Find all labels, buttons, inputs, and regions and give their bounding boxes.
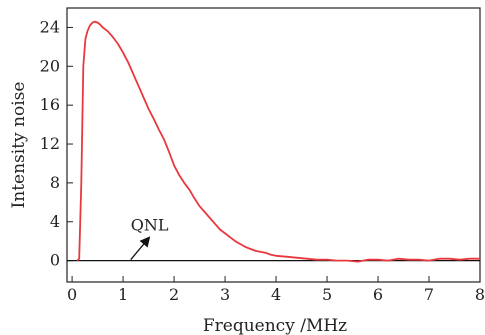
x-tick-label: 0: [67, 285, 77, 304]
y-tick-label: 12: [40, 134, 60, 153]
noise-spectrum-line: [76, 20, 480, 263]
x-tick-label: 8: [475, 285, 485, 304]
y-tick-label: 20: [40, 56, 60, 75]
y-tick-label: 16: [40, 95, 60, 114]
qnl-arrow: [130, 236, 151, 261]
y-tick-label: 0: [50, 251, 60, 270]
x-tick-label: 3: [220, 285, 230, 304]
qnl-label: QNL: [131, 215, 169, 234]
x-tick-label: 1: [118, 285, 128, 304]
y-tick-label: 24: [40, 17, 60, 36]
series-layer: [76, 20, 480, 263]
annotation-layer: QNL: [130, 215, 169, 261]
y-axis-ticks: 0 4 8 12 16 20 24: [40, 17, 73, 270]
x-tick-label: 4: [271, 285, 281, 304]
x-tick-label: 6: [373, 285, 383, 304]
y-tick-label: 4: [50, 212, 60, 231]
x-axis-ticks: 0 1 2 3 4 5 6 7 8: [67, 276, 485, 304]
plot-frame: [66, 7, 481, 283]
x-tick-label: 7: [424, 285, 434, 304]
y-axis-title: Intensity noise: [9, 82, 29, 209]
x-tick-label: 2: [169, 285, 179, 304]
x-tick-label: 5: [322, 285, 332, 304]
y-tick-label: 8: [50, 173, 60, 192]
x-axis-title: Frequency /MHz: [203, 316, 347, 335]
